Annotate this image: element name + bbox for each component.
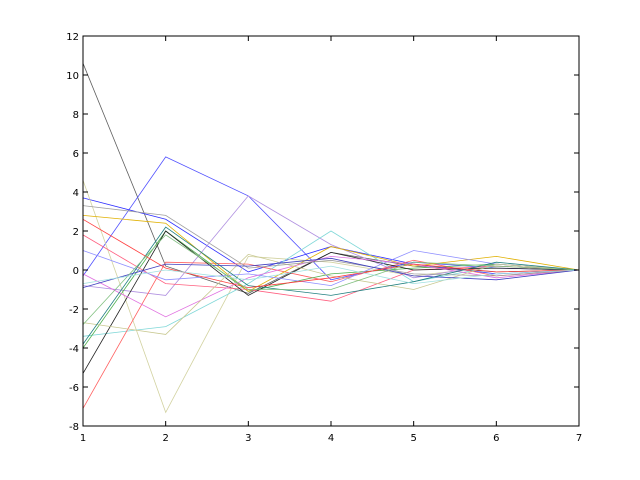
y-tick-label: -6 — [69, 383, 79, 394]
series-line-15 — [82, 226, 580, 345]
y-tick-label: 4 — [73, 188, 79, 199]
x-tick-label: 1 — [80, 433, 86, 444]
x-tick-label: 7 — [576, 433, 582, 444]
x-tick-label: 3 — [245, 433, 251, 444]
y-tick-label: -8 — [69, 422, 79, 433]
series-line-11 — [82, 230, 580, 374]
series-line-13 — [82, 255, 580, 318]
y-tick-label: 10 — [66, 71, 79, 82]
y-tick-label: 6 — [73, 149, 79, 160]
y-tick-label: -4 — [69, 344, 79, 355]
axes-box — [82, 35, 580, 427]
series-line-14 — [82, 253, 580, 335]
x-tick-label: 6 — [493, 433, 499, 444]
y-tick-label: 0 — [73, 266, 79, 277]
x-tick-label: 5 — [410, 433, 416, 444]
series-layer — [82, 63, 580, 414]
y-tick-label: 2 — [73, 227, 79, 238]
y-tick-label: 8 — [73, 110, 79, 121]
y-tick-label: -2 — [69, 305, 79, 316]
series-line-16 — [82, 205, 580, 277]
x-tick-label: 2 — [162, 433, 168, 444]
series-line-17 — [82, 257, 580, 288]
x-tick-label: 4 — [328, 433, 334, 444]
series-line-9 — [82, 215, 580, 292]
y-tick-label: 12 — [66, 32, 79, 43]
series-line-19 — [82, 234, 580, 325]
series-line-18 — [82, 218, 580, 289]
series-line-20 — [82, 265, 580, 285]
